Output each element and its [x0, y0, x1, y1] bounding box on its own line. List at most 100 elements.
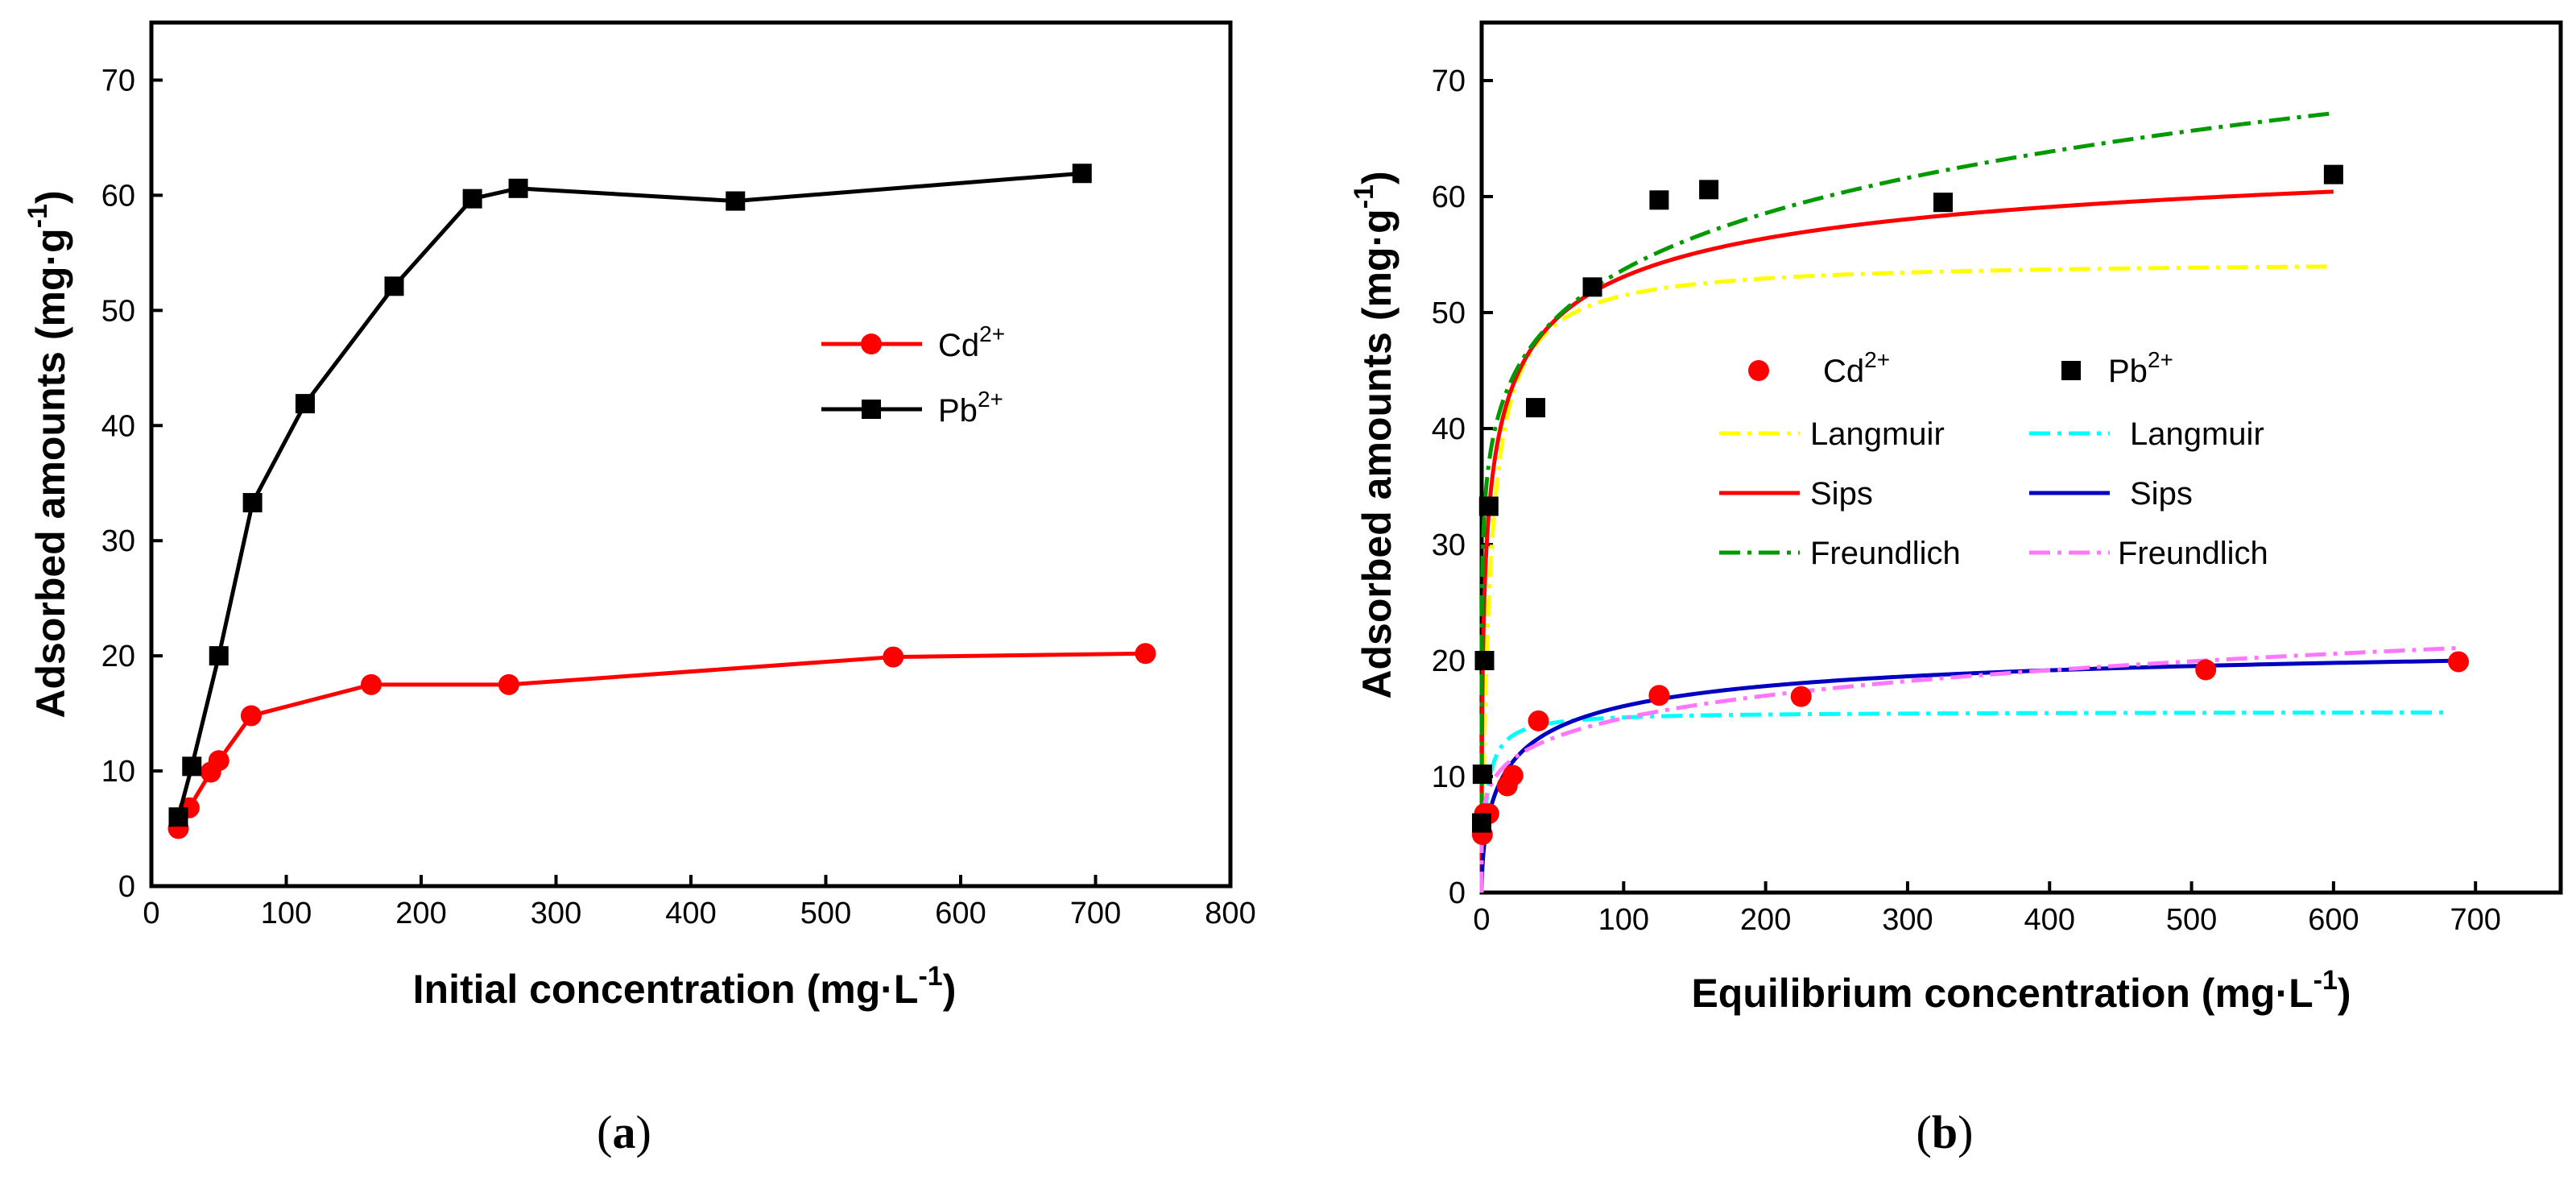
data-point-cd	[1790, 686, 1812, 707]
panel-b-x-tick-label: 200	[1740, 903, 1791, 937]
data-point-pb	[209, 646, 229, 666]
data-point-pb	[1478, 496, 1499, 516]
panel-a-x-axis-label: Initial concentration (mg·L-1)	[413, 961, 957, 1012]
data-point-pb	[462, 188, 482, 209]
panel-a-x-tick-label: 0	[143, 897, 159, 930]
data-point-pb	[1582, 277, 1602, 297]
panel-a-x-tick-label: 300	[531, 897, 581, 930]
panel-b-y-tick-label: 0	[1449, 876, 1466, 910]
legend-label-freundlich-cd: Freundlich	[1810, 536, 1961, 571]
panel-a-caption: (a)	[597, 1106, 651, 1158]
data-point-pb	[1933, 193, 1954, 213]
panel-b-x-axis-label: Equilibrium concentration (mg·L-1)	[1691, 965, 2351, 1016]
data-point-pb	[1699, 180, 1719, 200]
legend-marker-pb	[862, 400, 881, 419]
legend-marker-cd	[1748, 360, 1769, 381]
legend-marker-pb	[2061, 361, 2081, 380]
legend-label-cd: Cd2+	[938, 321, 1005, 363]
panel-b-legend: Cd2+ Pb2+ Langmuir Langmuir Sips Sips Fr…	[1719, 347, 2268, 571]
data-point-cd	[1648, 685, 1670, 706]
panel-a-y-axis-label: Adsorbed amounts (mg·g-1)	[23, 190, 73, 718]
panel-a: 0 100 200 300 400 500 600 700 800 0 10 20 30 40 50 60 70…	[23, 20, 1256, 1158]
panel-b-x-tick-label: 600	[2308, 903, 2359, 937]
legend-label-langmuir-cd: Langmuir	[1810, 416, 1945, 452]
legend-label-pb: Pb2+	[938, 387, 1003, 429]
panel-b-x-tick-label: 300	[1882, 903, 1933, 937]
data-point-pb	[1072, 164, 1092, 184]
panel-b-x-tick-label: 400	[2024, 903, 2075, 937]
panel-a-ticks: 0 100 200 300 400 500 600 700 800 0 10 20 30 40 50 60 70	[101, 64, 1256, 930]
legend-label-pb: Pb2+	[2108, 347, 2173, 389]
data-point-pb	[295, 394, 315, 414]
data-point-pb	[2323, 164, 2343, 184]
data-point-pb	[1526, 398, 1545, 418]
data-point-cd	[1528, 710, 1549, 731]
series-line-cd	[176, 651, 1146, 830]
fit-curve-sips-cd	[1479, 658, 2459, 893]
panel-a-x-tick-label: 700	[1070, 897, 1121, 930]
panel-b-x-tick-label: 500	[2166, 903, 2217, 937]
panel-b-y-tick-label: 70	[1432, 64, 1466, 98]
data-point-pb	[168, 807, 188, 827]
panel-a-y-tick-label: 30	[101, 524, 135, 558]
panel-a-y-tick-label: 40	[101, 409, 135, 443]
panel-b-fit-curves	[1479, 111, 2459, 893]
panel-b-ticks: 0 100 200 300 400 500 600 700 0 10 20 30 40 50 60 70	[1432, 64, 2501, 937]
data-point-pb	[1474, 651, 1495, 670]
panel-b-plot-frame	[1479, 20, 2563, 895]
panel-b: 0 100 200 300 400 500 600 700 0 10 20 30 40 50 60 70 Ad…	[1349, 20, 2563, 1158]
legend-label-sips-pb: Sips	[2130, 476, 2193, 512]
data-point-pb	[1649, 190, 1669, 210]
data-point-cd	[2448, 651, 2470, 673]
panel-a-x-tick-label: 100	[261, 897, 312, 930]
data-point-pb	[384, 276, 404, 296]
panel-a-x-tick-label: 200	[395, 897, 446, 930]
panel-b-y-tick-label: 20	[1432, 644, 1466, 678]
data-point-pb	[1472, 764, 1492, 785]
data-point-pb	[726, 191, 746, 211]
fit-curve-freundlich-pb	[1479, 111, 2334, 893]
panel-b-caption: (b)	[1916, 1106, 1974, 1158]
data-point-cd	[361, 673, 382, 695]
panel-a-y-tick-label: 50	[101, 294, 135, 328]
data-point-cd	[240, 705, 262, 727]
panel-b-y-tick-label: 40	[1432, 412, 1466, 446]
panel-b-x-tick-label: 700	[2450, 903, 2501, 937]
panel-a-legend: Cd2+ Pb2+	[821, 321, 1005, 429]
series-line-pb	[176, 171, 1082, 818]
panel-a-y-tick-label: 20	[101, 640, 135, 673]
data-point-cd	[883, 646, 904, 668]
data-point-pb	[508, 178, 528, 198]
panel-b-y-tick-label: 60	[1432, 180, 1466, 214]
data-point-cd	[2195, 659, 2217, 681]
panel-a-x-tick-label: 400	[665, 897, 716, 930]
legend-marker-cd	[861, 334, 882, 354]
fit-curve-langmuir-pb	[1479, 264, 2334, 893]
legend-item-cd: Cd2+	[821, 321, 1005, 363]
panel-a-x-tick-label: 500	[800, 897, 851, 930]
panel-b-y-axis-label: Adsorbed amounts (mg·g-1)	[1349, 171, 1400, 698]
panel-a-y-tick-label: 10	[101, 755, 135, 789]
legend-label-freundlich-pb: Freundlich	[2118, 536, 2268, 571]
data-point-cd	[208, 750, 229, 772]
panel-a-x-tick-label: 600	[935, 897, 986, 930]
data-point-cd	[1502, 764, 1524, 786]
panel-a-plot-frame	[149, 20, 1233, 889]
panel-b-y-tick-label: 30	[1432, 528, 1466, 562]
panel-a-y-tick-label: 70	[101, 64, 135, 97]
data-point-cd	[1135, 643, 1156, 665]
data-point-cd	[498, 673, 519, 695]
panel-a-series	[167, 164, 1156, 839]
fit-curve-sips-pb	[1479, 189, 2334, 893]
legend-label-langmuir-pb: Langmuir	[2130, 416, 2264, 452]
data-point-pb	[182, 756, 202, 777]
legend-label-sips-cd: Sips	[1810, 476, 1873, 512]
legend-label-cd: Cd2+	[1823, 347, 1890, 389]
panel-a-y-tick-label: 0	[118, 870, 135, 904]
panel-b-y-tick-label: 50	[1432, 296, 1466, 330]
data-point-pb	[1472, 813, 1491, 833]
fit-curve-langmuir-cd	[1479, 710, 2447, 893]
fit-curve-freundlich-cd	[1479, 645, 2459, 893]
panel-b-x-tick-label: 100	[1598, 903, 1649, 937]
